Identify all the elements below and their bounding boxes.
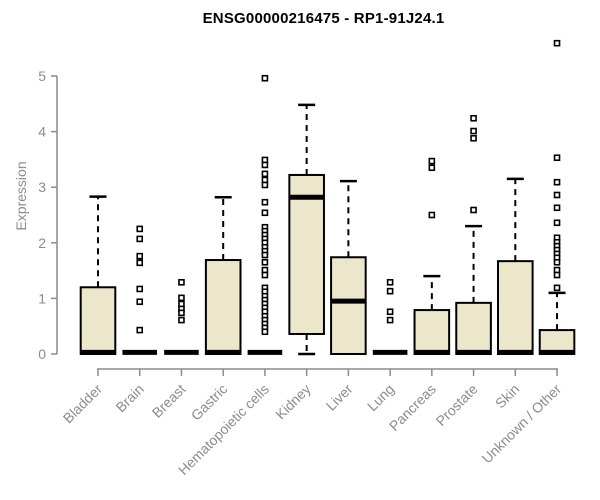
outlier-lung [386, 316, 394, 324]
x-tick-label-prostate: Prostate [433, 381, 481, 429]
outlier-unknown-other [553, 204, 561, 212]
x-tick-label-lung: Lung [364, 381, 397, 414]
outlier-brain [136, 235, 144, 243]
x-tick-label-unknown-other: Unknown / Other [479, 381, 565, 467]
x-tick-label-kidney: Kidney [272, 381, 314, 423]
outlier-breast [178, 294, 185, 302]
outlier-hematopoietic-cells [261, 198, 269, 206]
outlier-unknown-other [553, 258, 561, 266]
outlier-unknown-other [553, 39, 561, 47]
outlier-brain [136, 259, 144, 267]
y-tick-label: 4 [38, 124, 46, 140]
outlier-hematopoietic-cells [261, 161, 269, 169]
outlier-breast [178, 316, 185, 324]
y-tick-label: 0 [38, 346, 46, 362]
outlier-prostate [470, 134, 477, 142]
outlier-unknown-other [553, 178, 561, 186]
x-tick-label-liver: Liver [323, 381, 356, 414]
outlier-prostate [470, 206, 477, 214]
chart-title: ENSG00000216475 - RP1-91J24.1 [202, 10, 445, 27]
outlier-lung [386, 287, 394, 295]
x-tick-label-brain: Brain [112, 381, 146, 415]
outlier-hematopoietic-cells [261, 181, 269, 189]
x-tick-label-skin: Skin [492, 381, 523, 412]
outlier-lung [386, 308, 394, 316]
outlier-pancreas [428, 164, 436, 172]
outlier-hematopoietic-cells [261, 209, 269, 217]
outlier-hematopoietic-cells [261, 258, 269, 266]
outlier-hematopoietic-cells [261, 271, 269, 279]
outlier-hematopoietic-cells [261, 251, 269, 259]
outlier-unknown-other [553, 284, 561, 292]
outlier-brain [136, 225, 144, 233]
outlier-brain [136, 298, 144, 306]
outlier-hematopoietic-cells [261, 74, 269, 82]
outlier-hematopoietic-cells [261, 328, 269, 336]
box-gastric [204, 259, 242, 356]
outlier-breast [178, 309, 185, 317]
outlier-lung [386, 278, 394, 286]
outlier-prostate [470, 114, 477, 122]
outlier-breast [178, 278, 185, 286]
box-liver [330, 256, 367, 356]
outlier-pancreas [428, 211, 436, 219]
outlier-brain [136, 252, 144, 260]
outlier-unknown-other [553, 191, 561, 199]
box-kidney [288, 173, 325, 335]
y-tick-label: 1 [38, 290, 46, 306]
outlier-unknown-other [553, 271, 561, 279]
box-prostate [455, 301, 492, 355]
box-bladder [79, 286, 117, 355]
outlier-pancreas [428, 157, 436, 165]
outlier-hematopoietic-cells [261, 170, 269, 178]
outlier-unknown-other [553, 154, 561, 162]
outlier-prostate [470, 127, 477, 135]
x-tick-label-breast: Breast [149, 381, 189, 421]
outlier-brain [136, 285, 144, 293]
x-tick-label-bladder: Bladder [60, 381, 106, 427]
outlier-unknown-other [553, 219, 561, 227]
y-tick-label: 5 [38, 68, 46, 84]
y-tick-label: 2 [38, 235, 46, 251]
box-pancreas [413, 309, 451, 355]
y-tick-label: 3 [38, 179, 46, 195]
outlier-brain [136, 326, 144, 334]
box-skin [497, 260, 534, 356]
